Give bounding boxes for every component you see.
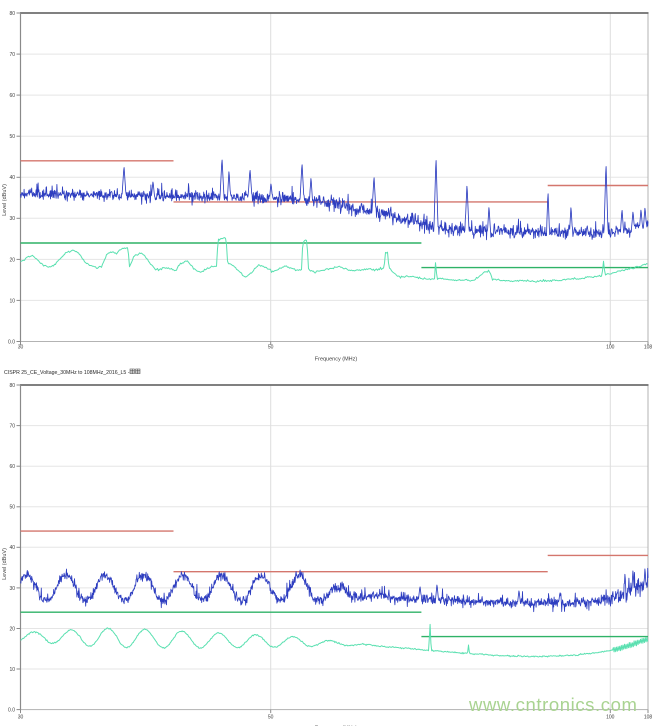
svg-text:108: 108 bbox=[644, 715, 653, 721]
svg-text:30: 30 bbox=[18, 715, 24, 721]
svg-text:60: 60 bbox=[9, 93, 15, 99]
svg-text:100: 100 bbox=[606, 345, 615, 351]
svg-text:20: 20 bbox=[9, 626, 15, 632]
svg-text:CISPR 25_CE_Voltage_30MHz to 1: CISPR 25_CE_Voltage_30MHz to 108MHz_2016… bbox=[4, 370, 130, 376]
svg-text:0.0: 0.0 bbox=[8, 708, 15, 714]
svg-text:Level (dBuV): Level (dBuV) bbox=[2, 184, 8, 216]
svg-text:www.cntronics.com: www.cntronics.com bbox=[468, 694, 638, 715]
svg-text:30: 30 bbox=[9, 586, 15, 592]
svg-text:50: 50 bbox=[268, 715, 274, 721]
svg-text:80: 80 bbox=[9, 11, 15, 17]
svg-text:10: 10 bbox=[9, 298, 15, 304]
svg-text:50: 50 bbox=[9, 134, 15, 140]
svg-text:70: 70 bbox=[9, 52, 15, 58]
svg-text:30: 30 bbox=[18, 345, 24, 351]
svg-text:30: 30 bbox=[9, 216, 15, 222]
svg-text:40: 40 bbox=[9, 175, 15, 181]
svg-text:50: 50 bbox=[9, 505, 15, 511]
svg-text:50: 50 bbox=[268, 345, 274, 351]
svg-text:100: 100 bbox=[606, 715, 615, 721]
svg-text:60: 60 bbox=[9, 464, 15, 470]
svg-text:10: 10 bbox=[9, 667, 15, 673]
svg-text:70: 70 bbox=[9, 424, 15, 430]
svg-text:20: 20 bbox=[9, 257, 15, 263]
svg-text:Frequency (MHz): Frequency (MHz) bbox=[315, 357, 358, 363]
svg-text:108: 108 bbox=[644, 345, 653, 351]
svg-text:40: 40 bbox=[9, 545, 15, 551]
svg-text:80: 80 bbox=[9, 383, 15, 389]
svg-text:0.0: 0.0 bbox=[8, 339, 15, 345]
svg-text:Level (dBuV): Level (dBuV) bbox=[2, 548, 8, 580]
